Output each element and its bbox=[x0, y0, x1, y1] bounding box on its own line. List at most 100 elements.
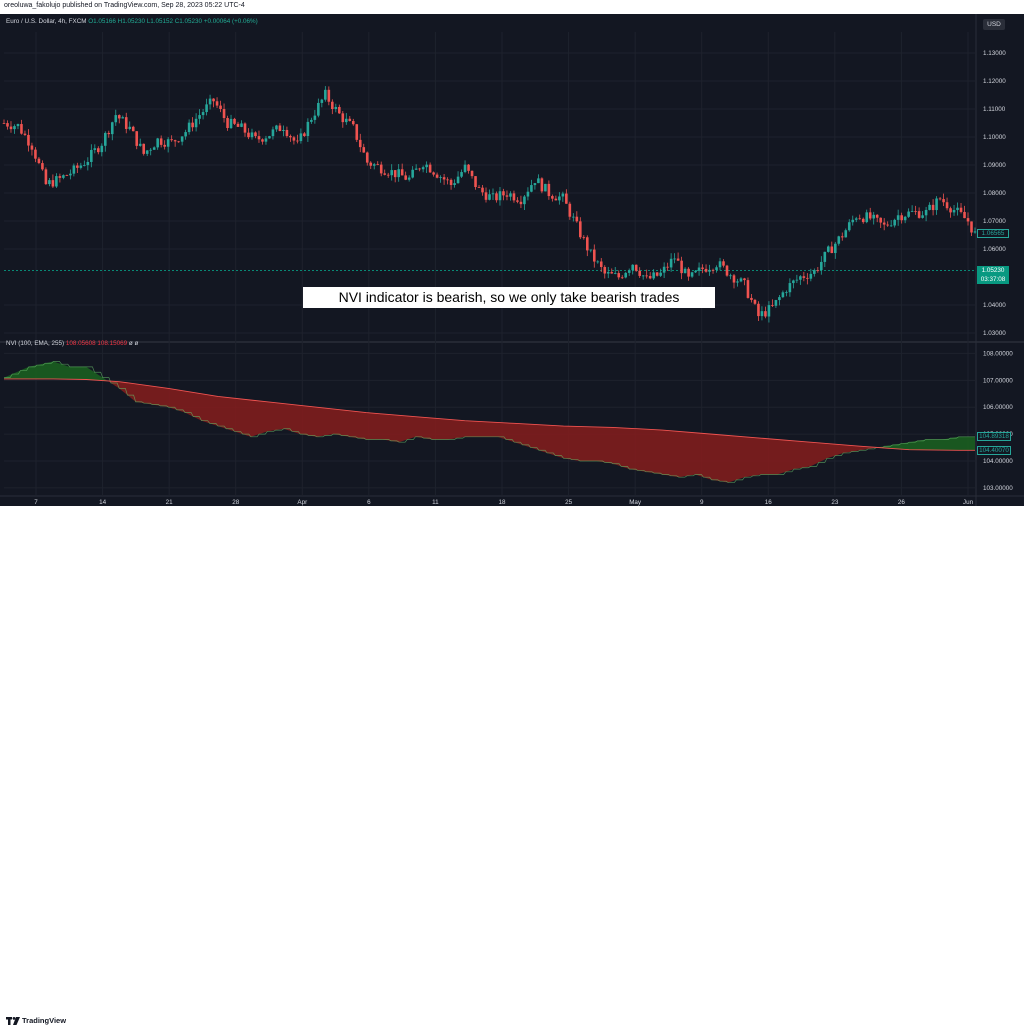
candle-body bbox=[624, 272, 628, 278]
candle-body bbox=[219, 105, 222, 109]
candle-body bbox=[893, 219, 896, 226]
candle-body bbox=[247, 132, 250, 138]
candle-body bbox=[268, 136, 271, 139]
candle-body bbox=[142, 143, 146, 154]
candle-body bbox=[669, 258, 673, 268]
candle-body bbox=[816, 270, 820, 271]
candle-body bbox=[72, 165, 76, 174]
candle-body bbox=[159, 138, 163, 145]
candle-body bbox=[34, 149, 37, 159]
candle-body bbox=[833, 243, 837, 254]
candle-body bbox=[107, 132, 111, 135]
candle-body bbox=[900, 215, 903, 221]
x-tick-label: 7 bbox=[34, 499, 38, 506]
chart-svg[interactable]: 7 14 21 28 Apr 6 11 18 25 May 9 16 23 26 Jun 1.13000 1.1… bbox=[0, 14, 1024, 506]
candle-body bbox=[435, 174, 439, 178]
candle-body bbox=[778, 297, 781, 301]
candle-body bbox=[718, 261, 722, 268]
candle-body bbox=[662, 266, 666, 273]
bar-countdown: 03:37:08 bbox=[980, 276, 1006, 284]
y-tick-label: 1.12000 bbox=[983, 78, 1006, 85]
candle-body bbox=[558, 196, 561, 201]
candle-body bbox=[750, 297, 753, 300]
candle-body bbox=[191, 122, 194, 128]
candle-body bbox=[690, 272, 694, 277]
nvi-value-tag: 104.89318 bbox=[977, 432, 1011, 442]
candle-body bbox=[641, 275, 645, 277]
x-tick-label: Apr bbox=[297, 499, 307, 506]
candle-body bbox=[93, 148, 97, 150]
candle-body bbox=[296, 140, 299, 142]
candle-body bbox=[264, 138, 268, 142]
currency-badge[interactable]: USD bbox=[983, 19, 1005, 30]
candle-body bbox=[931, 204, 935, 211]
candle-body bbox=[299, 133, 303, 142]
candle-body bbox=[194, 118, 198, 128]
candle-body bbox=[65, 175, 69, 176]
candle-body bbox=[572, 216, 575, 218]
candle-body bbox=[474, 176, 477, 188]
candle-body bbox=[568, 203, 572, 217]
candle-body bbox=[788, 283, 792, 293]
candle-body bbox=[907, 211, 910, 217]
candle-body bbox=[187, 122, 191, 133]
candle-body bbox=[327, 89, 331, 102]
candle-body bbox=[152, 147, 156, 150]
candle-body bbox=[30, 145, 34, 150]
candle-body bbox=[386, 174, 390, 176]
candle-body bbox=[872, 214, 876, 219]
candle-body bbox=[771, 305, 774, 306]
candle-body bbox=[271, 129, 275, 137]
candle-body bbox=[840, 236, 844, 238]
candle-body bbox=[952, 210, 956, 213]
candle-body bbox=[13, 126, 16, 130]
candle-body bbox=[785, 292, 788, 294]
last-price-value: 1.05230 bbox=[981, 267, 1005, 275]
candle-body bbox=[519, 201, 523, 205]
candle-body bbox=[889, 225, 893, 227]
candle-body bbox=[603, 267, 607, 274]
candle-body bbox=[484, 192, 488, 200]
candle-body bbox=[694, 270, 697, 273]
nvi-bull-area bbox=[4, 361, 107, 381]
candle-body bbox=[767, 305, 771, 317]
candle-body bbox=[502, 191, 505, 196]
candle-body bbox=[886, 224, 889, 226]
chart-area[interactable]: 7 14 21 28 Apr 6 11 18 25 May 9 16 23 26 Jun 1.13000 1.1… bbox=[0, 14, 1024, 506]
y-tick-label: 1.03000 bbox=[983, 330, 1006, 337]
candle-body bbox=[544, 183, 547, 192]
candle-body bbox=[498, 191, 502, 201]
candle-body bbox=[229, 118, 233, 129]
candle-body bbox=[351, 121, 355, 125]
candle-body bbox=[924, 209, 928, 216]
candle-body bbox=[404, 175, 407, 180]
candle-body bbox=[806, 277, 809, 279]
candle-body bbox=[680, 260, 683, 274]
ohlc-values: O1.05166 H1.05230 L1.05152 C1.05230 +0.0… bbox=[88, 18, 258, 25]
candle-body bbox=[365, 152, 369, 163]
nvi-extra: ø ø bbox=[128, 340, 139, 347]
candle-body bbox=[156, 138, 159, 148]
candle-body bbox=[631, 264, 635, 271]
candle-body bbox=[523, 196, 526, 205]
nvi-value-tag: 104.40070 bbox=[977, 445, 1011, 455]
candle-body bbox=[764, 311, 767, 317]
candle-body bbox=[233, 118, 236, 124]
candle-body bbox=[131, 126, 135, 132]
candle-body bbox=[477, 187, 481, 188]
x-tick-label: 6 bbox=[367, 499, 371, 506]
candle-body bbox=[809, 273, 813, 279]
candle-body bbox=[418, 168, 421, 170]
last-price-tag: 1.05230 03:37:08 bbox=[977, 266, 1009, 285]
candle-body bbox=[722, 261, 725, 266]
nvi-value-1: 108.05608 bbox=[65, 340, 96, 347]
nvi-y-tick-label: 106.00000 bbox=[983, 404, 1013, 411]
candle-body bbox=[708, 269, 711, 272]
candle-body bbox=[910, 210, 914, 212]
candle-body bbox=[676, 258, 680, 261]
candle-body bbox=[760, 311, 764, 317]
candle-body bbox=[6, 123, 9, 127]
candle-body bbox=[606, 272, 610, 274]
candle-body bbox=[638, 270, 641, 276]
candle-body bbox=[303, 133, 306, 137]
